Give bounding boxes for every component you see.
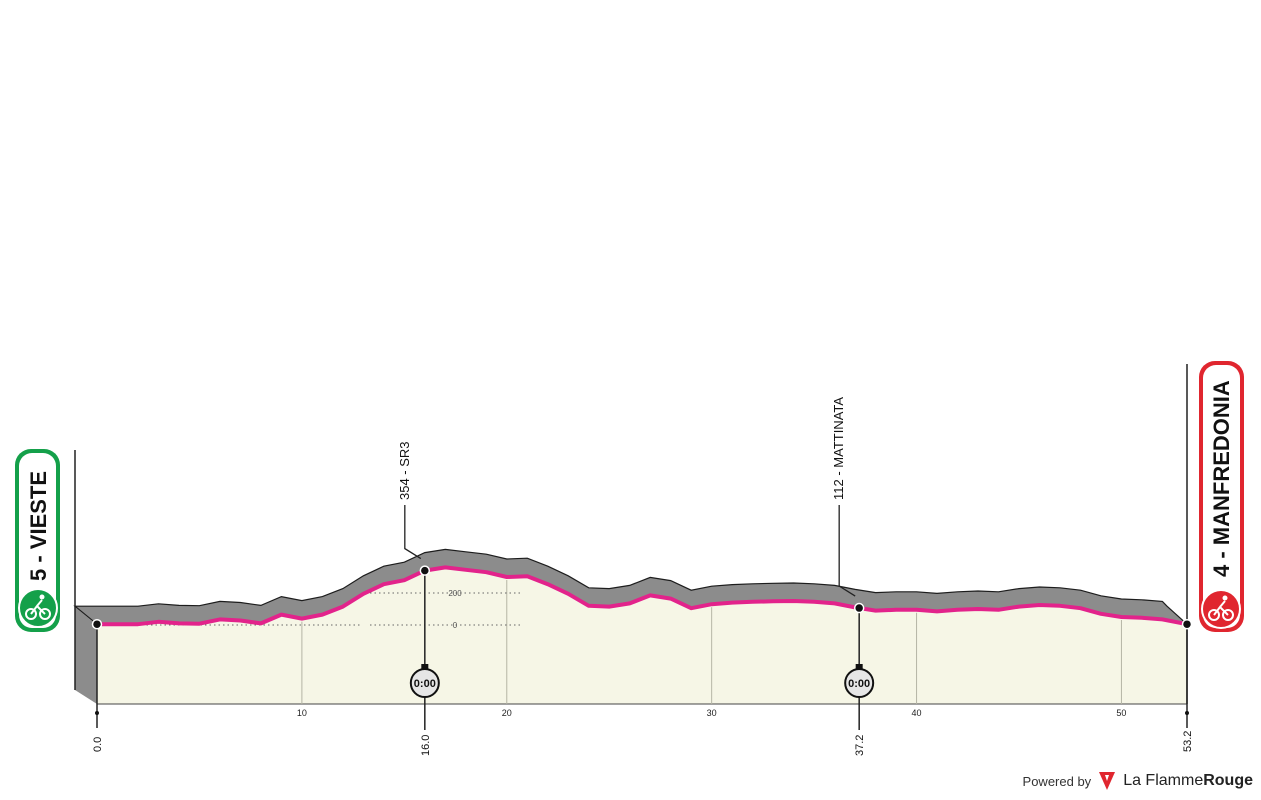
profile-gridlines — [301, 580, 1122, 704]
points-of-interest: 354 - SR3 0:00 16.0 112 - MATTINATA 0:00 37.2 — [397, 397, 875, 756]
poi-km-label: 37.2 — [854, 735, 866, 756]
poi-km-label: 16.0 — [420, 735, 432, 756]
profile-side-wall — [75, 607, 97, 704]
time-check-label: 0:00 — [848, 678, 870, 690]
x-tick-label: 30 — [707, 708, 717, 718]
brand-name: La FlammeRouge — [1123, 772, 1253, 790]
stopwatch-icon — [855, 664, 863, 669]
x-tick-label: 50 — [1116, 708, 1126, 718]
stopwatch-icon — [409, 668, 440, 698]
profile-face-area — [97, 567, 1187, 704]
endpoint-base-dot — [95, 711, 99, 715]
flamme-rouge-logo-icon — [1099, 772, 1116, 790]
x-axis-ticks: 10 20 30 40 50 — [297, 708, 1127, 718]
start-finish-markers: 0.0 53.2 — [91, 618, 1194, 752]
powered-by-text: Powered by — [1022, 773, 1092, 789]
endpoint-base-dot — [1185, 711, 1189, 715]
x-tick-label: 10 — [297, 708, 307, 718]
poi-name-label: 112 - MATTINATA — [831, 397, 846, 500]
endpoint-km-label: 0.0 — [92, 737, 104, 752]
poi-name-label: 354 - SR3 — [397, 441, 412, 500]
stopwatch-icon — [421, 664, 429, 669]
poi-leader — [838, 505, 856, 597]
poi-marker: 112 - MATTINATA 0:00 37.2 — [831, 397, 875, 756]
x-tick-label: 40 — [912, 708, 922, 718]
brand-name-light: La Flamme — [1123, 772, 1204, 789]
elevation-reference-label: 200 — [448, 589, 462, 598]
poi-marker: 354 - SR3 0:00 16.0 — [397, 441, 440, 756]
endpoint-dot — [91, 618, 103, 630]
powered-by-footer: Powered by La FlammeRouge — [1023, 770, 1253, 792]
finish-banner: 4 - MANFREDONIA — [1199, 361, 1244, 632]
start-town-label: 5 - VIESTE — [26, 471, 51, 581]
finish-town-label: 4 - MANFREDONIA — [1209, 380, 1234, 577]
elevation-line — [95, 565, 1189, 627]
poi-dot — [853, 602, 865, 614]
start-banner: 5 - VIESTE — [15, 449, 60, 632]
elevation-reference-label: 0 — [453, 621, 458, 630]
poi-dot — [419, 565, 431, 576]
endpoint-km-label: 53.2 — [1182, 731, 1194, 752]
time-check-label: 0:00 — [414, 678, 436, 690]
poi-leader — [404, 505, 422, 560]
brand-name-bold: Rouge — [1203, 772, 1253, 789]
x-tick-label: 20 — [502, 708, 512, 718]
endpoint-dot — [1181, 618, 1193, 630]
reference-lines: 0 200 — [97, 589, 520, 630]
stopwatch-icon — [844, 668, 875, 698]
